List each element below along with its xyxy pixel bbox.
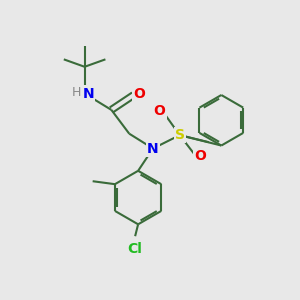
Text: O: O [194,149,206,163]
Text: N: N [147,142,159,155]
Text: O: O [154,104,165,118]
Text: O: O [133,86,145,100]
Text: Cl: Cl [128,242,142,256]
Text: N: N [82,86,94,100]
Text: H: H [72,85,81,98]
Text: S: S [175,128,185,142]
